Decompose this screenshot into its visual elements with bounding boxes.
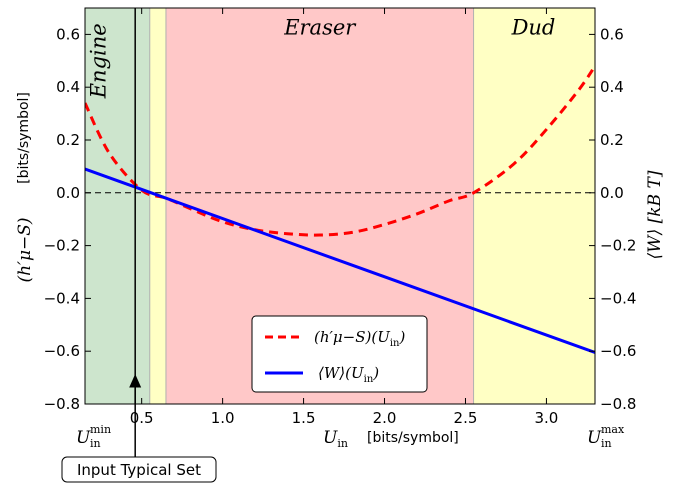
y-tick-label-left: −0.4: [44, 289, 80, 307]
x-max-label-sub: in: [601, 437, 612, 450]
region-label-engine: Engine: [86, 23, 110, 99]
svg-text:Uin: Uin: [323, 428, 348, 450]
svg-text:⟨W⟩(Uin): ⟨W⟩(Uin): [318, 364, 379, 385]
y-axis-label-left: (h′μ−S) [bits/symbol]: [15, 92, 35, 282]
y-tick-label-left: −0.8: [44, 395, 80, 413]
y-tick-label-right: −0.2: [600, 237, 636, 255]
region-1: [149, 8, 166, 404]
y-tick-label-left: 0.0: [56, 184, 80, 202]
region-label-dud: Dud: [511, 15, 556, 39]
legend-label-work: ⟨W⟩(U: [318, 364, 365, 382]
y-tick-label-right: −0.4: [600, 289, 636, 307]
x-tick-label: 3.0: [534, 409, 558, 427]
series-line-1: [85, 167, 595, 354]
region-3: [473, 8, 595, 404]
x-max-label-sup: max: [601, 423, 625, 436]
y-axis-label-right: ⟨W⟩ [kB T]: [645, 170, 665, 259]
x-axis-label-sub: in: [337, 437, 348, 450]
x-min-label-sup: min: [90, 423, 111, 436]
x-min-label-math: U: [76, 428, 91, 448]
y-axis-label-right-text: ⟨W⟩ [kB T]: [645, 170, 665, 259]
y-axis-ticks: −0.8 −0.8 −0.6 −0.6 −0.4 −0.4 −0.2 −0.2 0.0 0.0 0.…: [44, 25, 637, 413]
x-tick-label: 0.5: [130, 409, 154, 427]
y-tick-label-right: −0.6: [600, 342, 636, 360]
plot-frame: [84, 7, 596, 405]
y-axis-label-left-unit: [bits/symbol]: [16, 92, 32, 184]
y-axis-label-left-math: (h′μ−S): [15, 217, 35, 282]
x-tick-label: 1.5: [292, 409, 316, 427]
y-tick-label-left: −0.6: [44, 342, 80, 360]
region-0: [85, 8, 150, 404]
x-axis-label-unit: [bits/symbol]: [367, 430, 459, 446]
x-axis-label-math: U: [323, 428, 338, 448]
x-axis-label: Uin [bits/symbol]: [323, 428, 459, 450]
x-tick-label: 2.5: [454, 409, 478, 427]
y-tick-label-right: 0.4: [600, 78, 624, 96]
series-layer: [85, 65, 595, 354]
typical-set-label: Input Typical Set: [77, 461, 201, 479]
x-min-label-sub: in: [90, 437, 101, 450]
y-tick-label-left: −0.2: [44, 237, 80, 255]
svg-text:U: U: [587, 428, 602, 448]
legend-label-work-close: ): [372, 364, 379, 382]
y-tick-label-right: −0.8: [600, 395, 636, 413]
legend-label-entropy-sub: in: [390, 338, 400, 349]
svg-text:(h′μ−S)(Uin): (h′μ−S)(Uin): [314, 328, 406, 349]
x-tick-label: 2.0: [373, 409, 397, 427]
legend-label-entropy: (h′μ−S)(U: [314, 328, 391, 346]
typical-set-callout: Input Typical Set: [61, 374, 217, 483]
y-tick-label-left: 0.6: [56, 25, 80, 43]
region-labels: Engine Eraser Dud: [86, 15, 555, 99]
svg-text:U: U: [76, 428, 91, 448]
legend-label-work-sub: in: [364, 374, 374, 385]
x-max-label-math: U: [587, 428, 602, 448]
x-min-label: U min in: [76, 423, 111, 450]
y-tick-label-right: 0.0: [600, 184, 624, 202]
region-label-eraser: Eraser: [283, 15, 357, 39]
x-max-label: U max in: [587, 423, 625, 450]
legend-label-entropy-close: ): [399, 328, 406, 346]
legend: (h′μ−S)(Uin) ⟨W⟩(Uin): [251, 315, 428, 393]
y-tick-label-right: 0.2: [600, 131, 624, 149]
typical-set-box: [61, 456, 217, 483]
y-tick-label-right: 0.6: [600, 25, 624, 43]
y-tick-label-left: 0.2: [56, 131, 80, 149]
y-tick-label-left: 0.4: [56, 78, 80, 96]
x-tick-label: 1.0: [211, 409, 235, 427]
